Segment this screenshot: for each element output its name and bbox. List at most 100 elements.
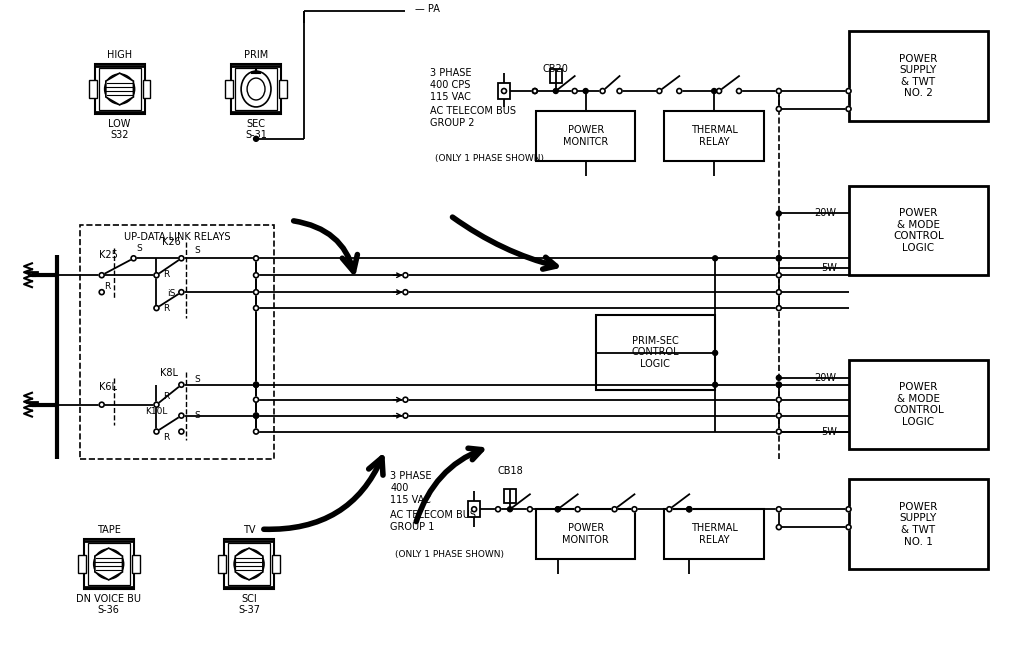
Circle shape	[677, 88, 682, 94]
Text: S-37: S-37	[238, 605, 260, 615]
Text: R: R	[163, 270, 170, 279]
Text: S: S	[195, 376, 200, 384]
Circle shape	[776, 256, 781, 261]
Circle shape	[253, 397, 258, 402]
Circle shape	[179, 413, 184, 418]
Text: POWER
& MODE
CONTROL
LOGIC: POWER & MODE CONTROL LOGIC	[893, 208, 943, 253]
Bar	[78, 555, 86, 573]
Circle shape	[612, 507, 618, 512]
Text: — PA: — PA	[416, 5, 440, 15]
Circle shape	[712, 382, 717, 387]
Circle shape	[508, 507, 513, 512]
Text: R: R	[105, 282, 111, 290]
Circle shape	[667, 507, 672, 512]
Circle shape	[154, 273, 159, 278]
Circle shape	[533, 88, 538, 94]
Text: iS: iS	[167, 288, 176, 298]
Circle shape	[847, 507, 851, 512]
Ellipse shape	[105, 74, 134, 104]
Text: POWER
SUPPLY
& TWT
NO. 2: POWER SUPPLY & TWT NO. 2	[899, 53, 937, 98]
Text: 3 PHASE: 3 PHASE	[390, 471, 432, 481]
Text: (ONLY 1 PHASE SHOWN): (ONLY 1 PHASE SHOWN)	[396, 550, 504, 558]
Circle shape	[583, 88, 588, 94]
Bar	[504, 489, 516, 504]
Bar	[498, 83, 510, 99]
Circle shape	[657, 88, 662, 94]
Bar	[536, 111, 636, 161]
Circle shape	[776, 211, 781, 216]
Bar	[99, 68, 140, 110]
Polygon shape	[106, 73, 133, 105]
Text: 115 VAC: 115 VAC	[390, 495, 432, 506]
Circle shape	[495, 507, 500, 512]
Circle shape	[618, 88, 622, 94]
Text: K6L: K6L	[99, 381, 117, 392]
Text: K25: K25	[99, 250, 118, 260]
Circle shape	[687, 507, 692, 512]
Circle shape	[179, 382, 184, 387]
Circle shape	[716, 88, 721, 94]
Bar	[278, 80, 287, 98]
Circle shape	[600, 88, 605, 94]
Text: PRIM: PRIM	[244, 50, 268, 60]
Bar	[228, 543, 270, 585]
Text: S: S	[195, 411, 200, 420]
Circle shape	[776, 273, 781, 278]
Text: THERMAL
RELAY: THERMAL RELAY	[691, 125, 738, 147]
Polygon shape	[95, 548, 122, 580]
Text: 20W: 20W	[814, 209, 836, 218]
Bar	[231, 64, 281, 114]
Circle shape	[776, 290, 781, 294]
Circle shape	[471, 507, 476, 512]
Circle shape	[776, 256, 781, 261]
Text: TAPE: TAPE	[97, 525, 121, 535]
Text: 20W: 20W	[814, 373, 836, 383]
Circle shape	[403, 273, 408, 278]
Text: TV: TV	[243, 525, 255, 535]
Circle shape	[632, 507, 637, 512]
Circle shape	[555, 507, 560, 512]
Text: LOW: LOW	[108, 119, 131, 129]
Text: S: S	[136, 244, 142, 253]
Circle shape	[847, 106, 851, 112]
Ellipse shape	[234, 549, 264, 579]
Text: SEC: SEC	[246, 119, 265, 129]
Text: POWER
MONITOR: POWER MONITOR	[562, 523, 609, 545]
Text: DN VOICE BU: DN VOICE BU	[76, 594, 141, 604]
Circle shape	[253, 413, 258, 418]
Circle shape	[253, 382, 258, 387]
Circle shape	[776, 106, 781, 112]
Text: GROUP 2: GROUP 2	[430, 118, 475, 128]
Bar	[595, 315, 715, 390]
Circle shape	[847, 525, 851, 530]
Circle shape	[154, 306, 159, 311]
Circle shape	[776, 306, 781, 311]
Circle shape	[99, 402, 104, 407]
Circle shape	[154, 429, 159, 434]
Circle shape	[99, 290, 104, 294]
Circle shape	[179, 290, 184, 294]
Circle shape	[403, 413, 408, 418]
Circle shape	[501, 88, 507, 94]
Bar	[272, 555, 279, 573]
Circle shape	[253, 429, 258, 434]
Bar	[664, 111, 764, 161]
Circle shape	[776, 429, 781, 434]
Bar	[664, 510, 764, 559]
Bar	[468, 502, 480, 517]
Text: 400: 400	[390, 483, 409, 493]
Ellipse shape	[247, 78, 265, 100]
Text: POWER
SUPPLY
& TWT
NO. 1: POWER SUPPLY & TWT NO. 1	[899, 502, 937, 546]
Circle shape	[253, 137, 258, 141]
Circle shape	[572, 88, 577, 94]
Circle shape	[99, 273, 104, 278]
Bar	[225, 80, 233, 98]
Text: AC TELECOM BUS: AC TELECOM BUS	[430, 106, 517, 116]
Bar	[131, 555, 139, 573]
Text: S-36: S-36	[98, 605, 120, 615]
Bar	[224, 539, 274, 589]
Text: UP-DATA LINK RELAYS: UP-DATA LINK RELAYS	[124, 232, 230, 242]
Bar	[142, 80, 150, 98]
Circle shape	[687, 507, 692, 512]
Circle shape	[776, 88, 781, 94]
